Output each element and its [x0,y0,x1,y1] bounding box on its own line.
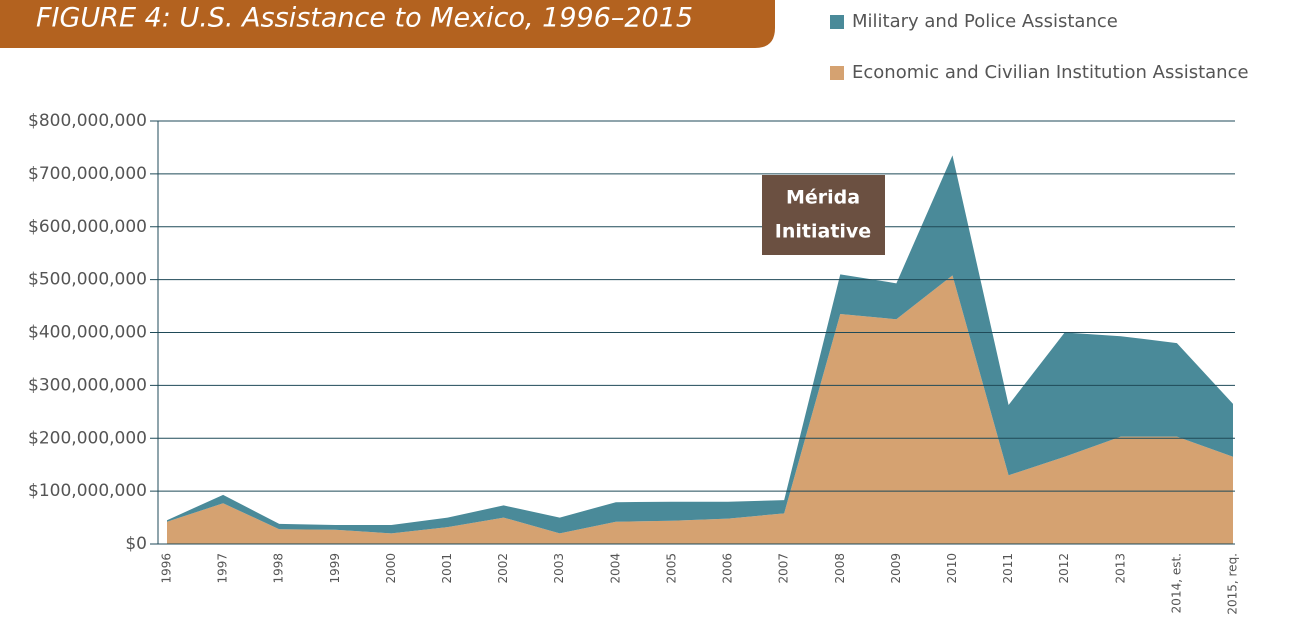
x-tick-label: 2005 [664,553,678,584]
y-tick-label: $500,000,000 [28,270,147,290]
x-tick-label: 1997 [216,553,230,584]
y-tick-label: $300,000,000 [28,375,147,395]
x-tick-label: 1999 [328,553,342,584]
annotation-text: Mérida [786,187,860,209]
legend-label: Military and Police Assistance [852,11,1118,32]
x-tick-label: 2011 [1001,553,1015,584]
x-tick-label: 2009 [889,553,903,584]
x-tick-label: 2008 [833,553,847,584]
x-tick-label: 2010 [945,553,959,584]
legend-swatch [830,15,844,29]
title-banner [0,0,775,48]
x-tick-label: 1998 [272,553,286,584]
y-tick-label: $600,000,000 [28,217,147,237]
x-tick-label: 2001 [440,553,454,584]
legend-swatch [830,66,844,80]
x-tick-label: 1996 [160,553,174,584]
x-tick-label: 2007 [777,553,791,584]
x-tick-label: 2000 [384,553,398,584]
chart-title: FIGURE 4: U.S. Assistance to Mexico, 199… [36,3,693,34]
y-tick-label: $400,000,000 [28,323,147,343]
x-tick-label: 2006 [721,553,735,584]
y-tick-label: $800,000,000 [28,111,147,131]
x-tick-label: 2003 [552,553,566,584]
area [167,275,1233,544]
x-tick-label: 2013 [1113,553,1127,584]
y-tick-label: $100,000,000 [28,481,147,501]
y-tick-label: $700,000,000 [28,164,147,184]
x-tick-label: 2014, est. [1169,553,1183,613]
area [167,155,1233,534]
y-tick-label: $200,000,000 [28,428,147,448]
y-tick-label: $0 [125,534,147,554]
x-tick-label: 2002 [496,553,510,584]
x-tick-label: 2015, req. [1226,553,1240,615]
annotation-box [762,175,885,255]
x-tick-label: 2004 [608,553,622,584]
legend-label: Economic and Civilian Institution Assist… [852,62,1249,83]
annotation-text: Initiative [775,221,871,243]
x-tick-label: 2012 [1057,553,1071,584]
